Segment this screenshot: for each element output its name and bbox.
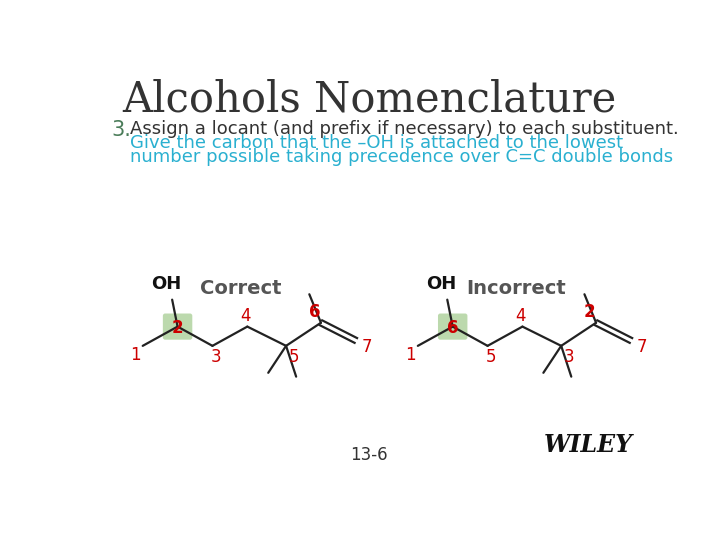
- FancyBboxPatch shape: [163, 314, 192, 340]
- Text: 2: 2: [584, 303, 595, 321]
- Text: 3: 3: [564, 348, 575, 366]
- Text: 1: 1: [130, 346, 140, 364]
- Text: 3: 3: [210, 348, 221, 366]
- Text: 7: 7: [361, 338, 372, 356]
- Text: Alcohols Nomenclature: Alcohols Nomenclature: [122, 79, 616, 120]
- Text: 5: 5: [289, 348, 299, 366]
- Text: 13-6: 13-6: [350, 446, 388, 464]
- Text: Assign a locant (and prefix if necessary) to each substituent.: Assign a locant (and prefix if necessary…: [130, 120, 679, 138]
- Text: OH: OH: [150, 275, 181, 294]
- Text: OH: OH: [426, 275, 456, 294]
- Text: 3.: 3.: [112, 120, 132, 140]
- Text: 6: 6: [309, 303, 320, 321]
- Text: 5: 5: [485, 348, 496, 366]
- Text: 1: 1: [405, 346, 415, 364]
- Text: number possible taking precedence over C=C double bonds: number possible taking precedence over C…: [130, 148, 673, 166]
- FancyBboxPatch shape: [438, 314, 467, 340]
- Text: WILEY: WILEY: [544, 434, 632, 457]
- Text: 2: 2: [172, 319, 184, 337]
- Text: Correct: Correct: [200, 279, 282, 298]
- Text: Incorrect: Incorrect: [467, 279, 566, 298]
- Text: 4: 4: [240, 307, 251, 325]
- Text: 7: 7: [636, 338, 647, 356]
- Text: 6: 6: [447, 319, 459, 337]
- Text: Give the carbon that the –OH is attached to the lowest: Give the carbon that the –OH is attached…: [130, 134, 624, 152]
- Text: 4: 4: [516, 307, 526, 325]
